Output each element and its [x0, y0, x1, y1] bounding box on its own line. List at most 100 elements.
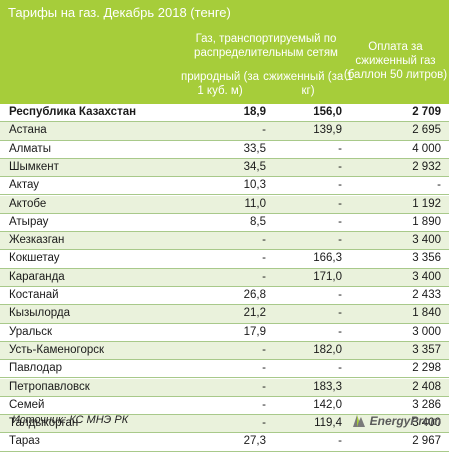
- cell-region: Костанай: [9, 289, 59, 301]
- cell-liquefied: -: [338, 435, 342, 448]
- cell-region: Уральск: [9, 325, 53, 338]
- cell-liquefied: -: [338, 197, 342, 210]
- cell-region: Тараз: [9, 435, 40, 448]
- cell-region: Кызылорда: [9, 307, 70, 320]
- table-row: Петропавловск - 183,3 2 408: [0, 378, 449, 397]
- table-row: Тараз 27,3 - 2 967: [0, 433, 449, 452]
- header-liquefied: сжиженный (за 1 кг): [263, 71, 353, 97]
- cell-liquefied: -: [338, 307, 342, 320]
- cell-payment: 3 400: [412, 417, 441, 430]
- cell-payment: 2 408: [412, 380, 441, 393]
- cell-natural: -: [262, 362, 266, 375]
- header-gas-group: Газ, транспортируемый по распределительн…: [194, 33, 338, 59]
- cell-liquefied: 139,9: [313, 124, 342, 137]
- table-row: Шымкент 34,5 - 2 932: [0, 158, 449, 178]
- table-row: Актау 10,3 - -: [0, 177, 449, 196]
- cell-region: Павлодар: [9, 362, 62, 375]
- brand-logo: EnergyProm: [351, 413, 441, 429]
- cell-payment: 3 000: [412, 325, 441, 338]
- cell-payment: 1 890: [412, 215, 441, 228]
- cell-natural: 11,0: [244, 197, 266, 210]
- table-row: Актобе 11,0 - 1 192: [0, 195, 449, 214]
- cell-liquefied: 142,0: [313, 398, 342, 411]
- cell-natural: -: [262, 398, 266, 411]
- brand-name: EnergyProm: [369, 414, 441, 428]
- cell-region: Усть-Каменогорск: [9, 343, 105, 356]
- cell-payment: 1 840: [412, 307, 441, 320]
- cell-payment: 2 298: [412, 362, 441, 375]
- header-payment: Оплата за сжиженный газ (баллон 50 литро…: [343, 41, 448, 81]
- table-row: Костанай 26,8 - 2 433: [0, 287, 449, 306]
- cell-payment: 3 286: [412, 398, 441, 411]
- cell-payment: 3 357: [412, 343, 441, 356]
- table-row: Алматы 33,5 - 4 000: [0, 141, 449, 159]
- cell-payment: 2 932: [412, 160, 441, 173]
- cell-liquefied: -: [338, 362, 342, 375]
- cell-natural: 27,3: [243, 435, 266, 448]
- cell-natural: 21,2: [243, 307, 266, 320]
- cell-payment: 2 709: [412, 106, 441, 118]
- cell-region: Кокшетау: [9, 252, 60, 265]
- table-row: Атырау 8,5 - 1 890: [0, 214, 449, 233]
- cell-natural: -: [262, 234, 266, 247]
- cell-region: Астана: [9, 124, 47, 137]
- table-title: Тарифы на газ. Декабрь 2018 (тенге): [0, 0, 449, 26]
- cell-region: Республика Казахстан: [9, 106, 137, 118]
- cell-liquefied: -: [338, 160, 342, 173]
- cell-natural: -: [262, 270, 266, 283]
- cell-payment: 1 192: [412, 197, 441, 210]
- source-note: Источник: КС МНЭ РК: [12, 414, 129, 426]
- energyprom-logo-icon: [352, 415, 365, 427]
- table-row: Кокшетау - 166,3 3 356: [0, 250, 449, 269]
- cell-natural: 18,9: [243, 106, 266, 118]
- cell-natural: -: [262, 380, 266, 393]
- header-natural: природный (за 1 куб. м): [180, 71, 260, 97]
- cell-liquefied: -: [338, 234, 342, 247]
- cell-payment: 4 000: [412, 142, 441, 155]
- cell-natural: 26,8: [243, 289, 266, 301]
- cell-natural: -: [262, 252, 266, 265]
- cell-region: Жезказган: [9, 234, 65, 247]
- table-row: Астана - 139,9 2 695: [0, 122, 449, 141]
- cell-liquefied: -: [338, 215, 342, 228]
- cell-region: Актобе: [9, 197, 47, 210]
- table-row: Павлодар - - 2 298: [0, 360, 449, 379]
- cell-region: Семей: [9, 398, 45, 411]
- cell-liquefied: 166,3: [313, 252, 342, 265]
- column-header-band: Газ, транспортируемый по распределительн…: [0, 26, 449, 104]
- cell-natural: 10,3: [243, 179, 266, 192]
- cell-payment: 3 400: [412, 234, 441, 247]
- cell-liquefied: 182,0: [313, 343, 342, 356]
- cell-region: Атырау: [9, 215, 49, 228]
- cell-region: Талдыкорган: [9, 417, 79, 430]
- cell-region: Алматы: [9, 142, 51, 155]
- cell-natural: -: [262, 343, 266, 356]
- cell-payment: 3 356: [412, 252, 441, 265]
- table-row: Жезказган - - 3 400: [0, 232, 449, 251]
- cell-region: Шымкент: [9, 160, 59, 173]
- cell-payment: 2 695: [412, 124, 441, 137]
- cell-natural: -: [262, 124, 266, 137]
- cell-liquefied: 119,4: [314, 417, 342, 430]
- cell-payment: 3 400: [412, 270, 441, 283]
- table-row: Караганда - 171,0 3 400: [0, 268, 449, 287]
- cell-region: Актау: [9, 179, 39, 192]
- table-row: Усть-Каменогорск - 182,0 3 357: [0, 341, 449, 361]
- table-footer: Источник: КС МНЭ РК EnergyProm: [0, 411, 449, 433]
- cell-natural: 17,9: [243, 325, 266, 338]
- cell-natural: 8,5: [250, 215, 266, 228]
- cell-payment: 2 967: [412, 435, 441, 448]
- table-row: Семей - 142,0 3 286: [0, 397, 449, 416]
- cell-liquefied: -: [338, 289, 342, 301]
- cell-region: Петропавловск: [9, 380, 90, 393]
- cell-liquefied: -: [338, 142, 342, 155]
- cell-liquefied: 171,0: [313, 270, 342, 283]
- cell-liquefied: 156,0: [313, 106, 342, 118]
- cell-liquefied: -: [338, 179, 342, 192]
- cell-region: Караганда: [9, 270, 65, 283]
- cell-natural: 34,5: [243, 160, 266, 173]
- table-row: Республика Казахстан 18,9 156,0 2 709: [0, 104, 449, 123]
- table-row: Уральск 17,9 - 3 000: [0, 324, 449, 342]
- table-row: Кызылорда 21,2 - 1 840: [0, 305, 449, 324]
